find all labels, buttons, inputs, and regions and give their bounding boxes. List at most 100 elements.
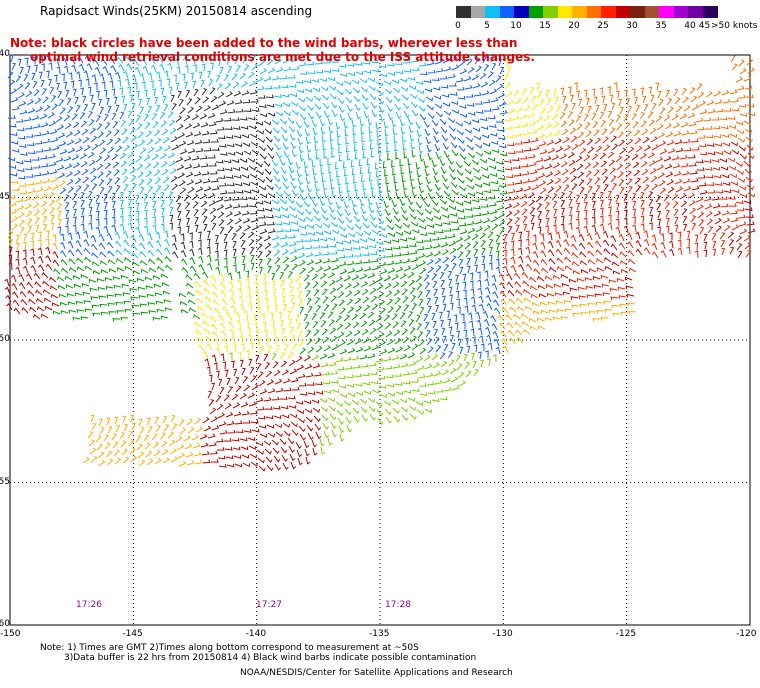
wind-barb (89, 167, 97, 175)
wind-barb (450, 181, 458, 189)
wind-barb (696, 83, 703, 91)
wind-barb (433, 250, 442, 257)
wind-barb (435, 388, 444, 393)
wind-barb (545, 225, 549, 234)
wind-barb (482, 310, 489, 319)
wind-barb (128, 214, 132, 222)
wind-barb (27, 188, 36, 194)
wind-barb (33, 209, 40, 217)
wind-barb (156, 308, 165, 313)
wind-barb (216, 167, 225, 172)
wind-barb (442, 102, 451, 107)
wind-barb (723, 150, 732, 155)
wind-barb (375, 357, 384, 363)
wind-barb (239, 196, 248, 201)
wind-barb (347, 72, 356, 77)
wind-barb (139, 106, 145, 115)
wind-barb (113, 449, 120, 457)
wind-barb (529, 169, 538, 175)
wind-barb (407, 397, 416, 402)
wind-barb (501, 306, 509, 314)
wind-barb (727, 116, 736, 121)
wind-barb (442, 378, 451, 384)
wind-barb (231, 117, 240, 121)
wind-barb (611, 252, 619, 259)
wind-barb (265, 415, 274, 420)
wind-barb (314, 337, 322, 345)
wind-barb (408, 361, 417, 367)
wind-barb (281, 414, 290, 419)
wind-barb (113, 96, 118, 105)
wind-barb (45, 238, 50, 247)
wind-barb (586, 241, 594, 249)
wind-barb (425, 176, 432, 185)
wind-barb (351, 199, 357, 208)
wind-barb (289, 133, 296, 142)
wind-barb (735, 161, 743, 168)
wind-barb (472, 205, 481, 210)
wind-barb (291, 302, 296, 311)
wind-barb (315, 69, 324, 74)
wind-barb (681, 130, 690, 136)
wind-barb (201, 63, 206, 72)
wind-barb (138, 139, 146, 147)
wind-barb (288, 84, 297, 88)
wind-barb (435, 345, 442, 353)
wind-barb (434, 257, 442, 265)
wind-barb (498, 273, 505, 282)
wind-barb (432, 127, 439, 135)
wind-barb (319, 118, 326, 127)
wind-barb (103, 209, 108, 218)
wind-barb (311, 238, 320, 242)
wind-barb (560, 161, 568, 168)
wind-barb (280, 405, 289, 410)
wind-barb (64, 163, 73, 170)
wind-barb (683, 223, 688, 232)
wind-barb (506, 142, 515, 147)
wind-barb (338, 64, 347, 68)
wind-barb (66, 178, 74, 186)
wind-barb (168, 198, 174, 207)
wind-barb (711, 158, 720, 163)
legend-label: 15 (539, 21, 551, 31)
wind-barb (84, 265, 93, 271)
wind-barb (215, 395, 222, 403)
wind-barb (463, 297, 468, 306)
wind-barb (321, 214, 329, 221)
wind-barb (250, 141, 259, 147)
wind-barb (281, 249, 289, 256)
wind-barb (345, 96, 353, 104)
wind-barb (408, 243, 417, 247)
wind-barb (399, 273, 407, 280)
wind-barb (247, 196, 256, 201)
wind-barb (236, 279, 242, 288)
wind-barb (425, 96, 434, 102)
wind-barb (283, 264, 290, 272)
wind-barb (503, 241, 508, 250)
wind-barb (251, 149, 259, 156)
wind-barb (477, 271, 481, 280)
wind-barb (523, 223, 528, 232)
wind-barb (353, 135, 357, 144)
wind-barb (209, 87, 216, 95)
wind-barb (510, 248, 515, 257)
wind-barb (261, 313, 265, 322)
wind-barb (297, 417, 305, 424)
wind-barb (721, 134, 730, 139)
wind-barb (180, 258, 188, 266)
wind-barb (392, 87, 400, 93)
wind-barb (227, 320, 234, 329)
wind-barb (680, 200, 688, 208)
wind-barb (76, 266, 85, 272)
wind-barb (49, 169, 58, 175)
wind-barb (547, 147, 556, 154)
longitude-label: -145 (122, 629, 143, 639)
wind-barb (56, 66, 61, 75)
wind-barb (274, 257, 281, 265)
wind-barb (32, 202, 40, 209)
wind-barb (249, 410, 258, 415)
wind-barb (198, 255, 204, 264)
wind-barb (207, 192, 216, 199)
wind-barb (359, 166, 364, 175)
